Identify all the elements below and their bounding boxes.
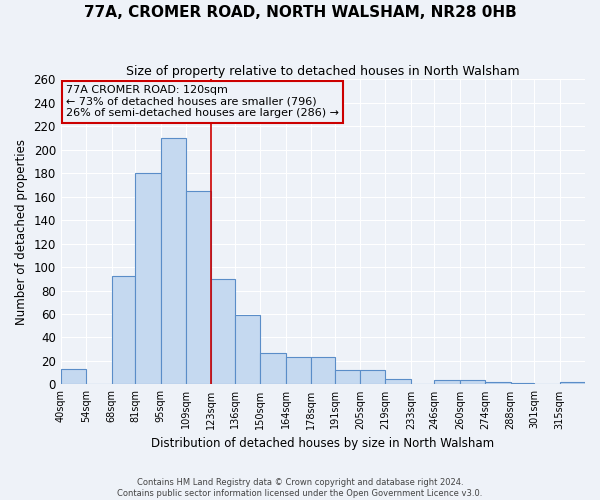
Bar bbox=[434, 380, 460, 384]
Bar bbox=[260, 352, 286, 384]
Bar bbox=[335, 370, 360, 384]
Bar bbox=[135, 173, 161, 384]
Text: 77A CROMER ROAD: 120sqm
← 73% of detached houses are smaller (796)
26% of semi-d: 77A CROMER ROAD: 120sqm ← 73% of detache… bbox=[66, 86, 339, 118]
Text: 77A, CROMER ROAD, NORTH WALSHAM, NR28 0HB: 77A, CROMER ROAD, NORTH WALSHAM, NR28 0H… bbox=[83, 5, 517, 20]
Bar bbox=[560, 382, 585, 384]
Text: Contains HM Land Registry data © Crown copyright and database right 2024.
Contai: Contains HM Land Registry data © Crown c… bbox=[118, 478, 482, 498]
Bar bbox=[186, 190, 211, 384]
Bar bbox=[112, 276, 135, 384]
Bar bbox=[360, 370, 385, 384]
Bar bbox=[385, 378, 411, 384]
Bar bbox=[460, 380, 485, 384]
Title: Size of property relative to detached houses in North Walsham: Size of property relative to detached ho… bbox=[126, 65, 520, 78]
Y-axis label: Number of detached properties: Number of detached properties bbox=[15, 139, 28, 325]
Bar bbox=[211, 279, 235, 384]
Bar bbox=[286, 358, 311, 384]
Bar bbox=[485, 382, 511, 384]
Bar bbox=[161, 138, 186, 384]
Bar bbox=[61, 369, 86, 384]
X-axis label: Distribution of detached houses by size in North Walsham: Distribution of detached houses by size … bbox=[151, 437, 494, 450]
Bar bbox=[311, 358, 335, 384]
Bar bbox=[235, 315, 260, 384]
